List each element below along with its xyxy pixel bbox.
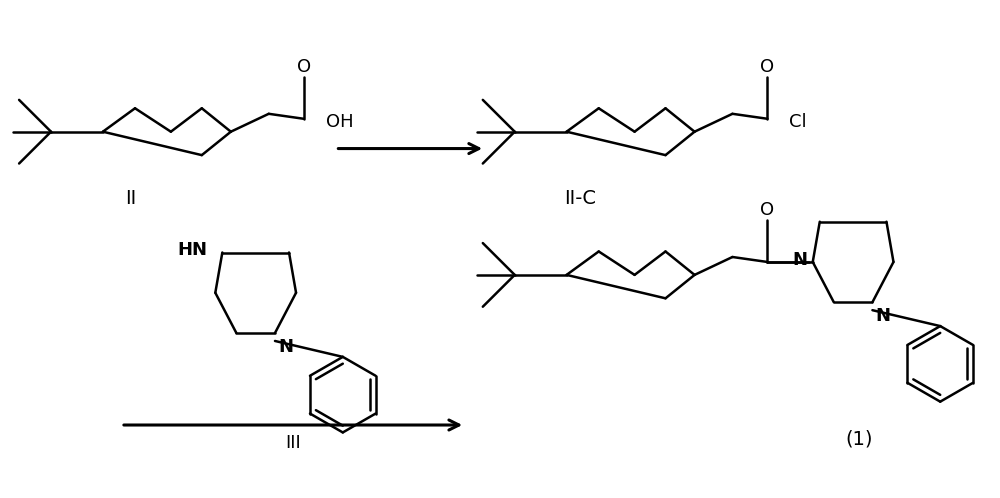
Text: O: O [297,58,311,76]
Text: N: N [793,251,808,269]
Text: O: O [760,201,774,219]
Text: O: O [760,58,774,76]
Text: Cl: Cl [789,113,807,131]
Text: (1): (1) [845,429,873,448]
Text: II-C: II-C [564,189,596,208]
Text: III: III [285,434,301,452]
Text: OH: OH [326,113,353,131]
Text: HN: HN [177,241,207,258]
Text: N: N [278,338,293,356]
Text: N: N [875,307,890,325]
Text: II: II [125,189,137,208]
